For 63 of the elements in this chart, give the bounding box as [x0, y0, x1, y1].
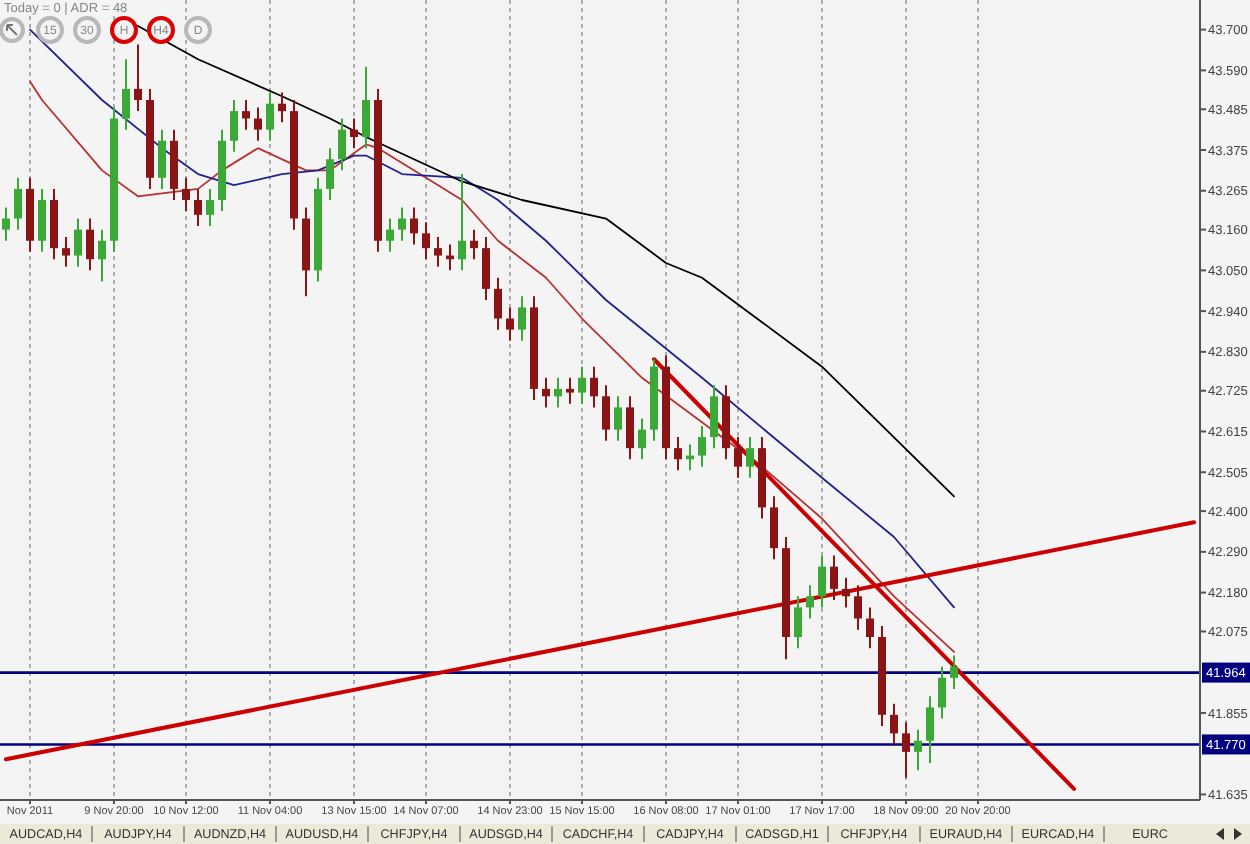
candlestick	[506, 306, 514, 342]
candlestick	[626, 395, 634, 461]
candlestick	[866, 606, 874, 650]
candlestick	[482, 236, 490, 301]
candlestick	[674, 436, 682, 472]
candlestick	[38, 187, 46, 253]
candlestick	[902, 721, 910, 779]
candlestick	[818, 554, 826, 609]
candlestick	[794, 595, 802, 650]
candlestick	[614, 395, 622, 442]
candlestick	[950, 654, 958, 690]
candlestick	[74, 217, 82, 268]
candlestick	[98, 228, 106, 283]
candlestick	[86, 217, 94, 272]
candlestick	[890, 702, 898, 746]
candlestick	[602, 384, 610, 442]
candlestick	[230, 99, 238, 153]
candlestick	[122, 58, 130, 131]
candlestick	[578, 365, 586, 405]
candlestick	[206, 187, 214, 227]
candlestick	[590, 365, 598, 409]
candlestick	[278, 91, 286, 124]
candlestick	[134, 43, 142, 113]
candlestick	[806, 584, 814, 620]
candlestick	[182, 176, 190, 213]
candlestick	[938, 665, 946, 720]
candlestick	[254, 106, 262, 142]
candlestick	[470, 228, 478, 261]
line-series	[29, 28, 955, 609]
candlestick	[734, 436, 742, 479]
line-series	[29, 80, 955, 653]
candlestick	[14, 176, 22, 231]
candlestick	[2, 206, 10, 242]
candlestick	[554, 376, 562, 409]
candlestick	[434, 236, 442, 268]
candlestick	[830, 554, 838, 601]
candlestick	[746, 436, 754, 479]
candlestick	[638, 417, 646, 461]
candlestick	[158, 128, 166, 190]
candlestick	[458, 173, 466, 272]
candlestick	[494, 276, 502, 331]
candlestick	[410, 206, 418, 246]
candlestick	[854, 584, 862, 631]
candlestick	[362, 65, 370, 150]
candlestick	[914, 728, 922, 772]
candlestick	[566, 376, 574, 405]
candlestick	[842, 576, 850, 609]
candlestick	[770, 495, 778, 561]
candlestick	[926, 695, 934, 764]
candlestick	[422, 221, 430, 261]
candlestick	[338, 117, 346, 172]
candlestick	[242, 99, 250, 131]
candlestick	[386, 217, 394, 253]
candlestick	[542, 376, 550, 409]
candlestick	[398, 206, 406, 242]
candlestick	[710, 384, 718, 450]
candlestick	[350, 117, 358, 150]
candlestick	[266, 91, 274, 142]
candlestick	[194, 187, 202, 227]
candlestick	[62, 236, 70, 268]
candlestick	[518, 295, 526, 342]
candlestick	[698, 424, 706, 468]
candlestick	[326, 147, 334, 201]
